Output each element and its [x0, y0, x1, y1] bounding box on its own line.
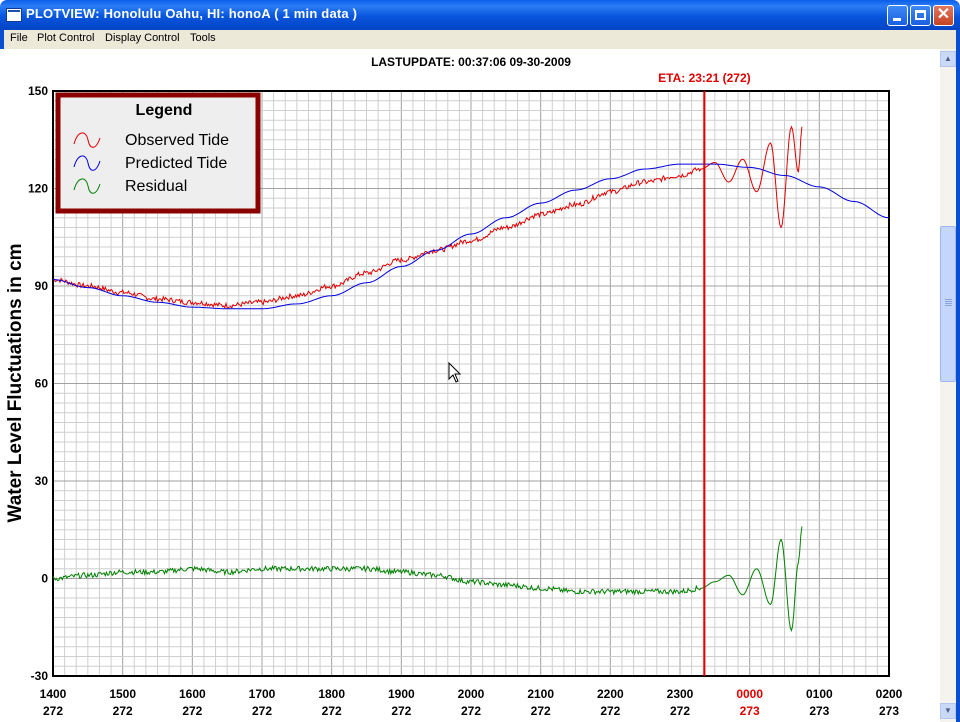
window-frame-right	[956, 49, 960, 722]
legend-observed-tide-swatch	[73, 132, 101, 148]
x-tick-label-day: 272	[322, 704, 342, 718]
predicted-tide-line	[52, 163, 890, 310]
x-tick-label-day: 273	[740, 704, 760, 718]
x-tick-label-time: 1400	[40, 687, 67, 701]
legend-predicted-tide-label: Predicted Tide	[125, 155, 227, 172]
grip-icon	[945, 299, 952, 307]
maximize-button[interactable]	[910, 5, 931, 26]
x-tick-label-day: 272	[391, 704, 411, 718]
y-tick-label: 0	[41, 572, 48, 586]
scroll-up-button[interactable]: ▲	[940, 51, 956, 67]
y-tick-label: 60	[35, 377, 49, 391]
scroll-thumb[interactable]	[940, 226, 956, 382]
vertical-scrollbar[interactable]: ▲ ▼	[940, 49, 956, 722]
minimize-icon	[893, 18, 901, 21]
x-tick-label-time: 1800	[318, 687, 345, 701]
tide-chart: LASTUPDATE: 00:37:06 09-30-2009 -30 0 30 60…	[0, 49, 938, 722]
mouse-cursor-icon	[448, 361, 462, 383]
menu-file[interactable]: File	[10, 32, 28, 44]
x-tick-label-time: 1900	[388, 687, 415, 701]
x-tick-label-time: 1500	[109, 687, 136, 701]
y-tick-label: -30	[31, 669, 49, 683]
x-tick-label-day: 272	[670, 704, 690, 718]
x-tick-label-day: 272	[531, 704, 551, 718]
x-tick-label-time: 2300	[667, 687, 694, 701]
plot-border	[52, 90, 890, 677]
x-tick-label-time: 2100	[527, 687, 554, 701]
title-bar: PLOTVIEW: Honolulu Oahu, HI: honoA ( 1 m…	[0, 0, 960, 30]
residual-line	[52, 526, 803, 633]
menu-tools[interactable]: Tools	[190, 32, 216, 44]
app-icon	[6, 8, 22, 22]
x-tick-label-day: 272	[252, 704, 272, 718]
maximize-icon	[915, 10, 926, 20]
legend-observed-tide-label: Observed Tide	[125, 132, 229, 149]
x-tick-label-day: 272	[461, 704, 481, 718]
minimize-button[interactable]	[887, 5, 908, 26]
y-axis-label: Water Level Fluctuations in cm	[5, 243, 26, 522]
x-tick-label-time: 0000	[736, 687, 763, 701]
x-tick-label-time: 1600	[179, 687, 206, 701]
x-tick-label-time: 2000	[458, 687, 485, 701]
x-tick-label-day: 272	[182, 704, 202, 718]
x-tick-label-day: 272	[113, 704, 133, 718]
x-tick-label-time: 2200	[597, 687, 624, 701]
window-title: PLOTVIEW: Honolulu Oahu, HI: honoA ( 1 m…	[26, 6, 358, 21]
menu-plot-control[interactable]: Plot Control	[37, 32, 95, 44]
scroll-down-button[interactable]: ▼	[940, 703, 956, 719]
x-tick-label-day: 273	[879, 704, 899, 718]
menu-display-control[interactable]: Display Control	[105, 32, 180, 44]
eta-label: ETA: 23:21 (272)	[658, 71, 750, 85]
last-update-label: LASTUPDATE: 00:37:06 09-30-2009	[371, 55, 571, 69]
x-tick-label-time: 0100	[806, 687, 833, 701]
x-tick-label-day: 272	[43, 704, 63, 718]
legend-box	[55, 92, 261, 214]
legend-title: Legend	[136, 102, 193, 119]
close-icon: ✕	[936, 6, 951, 23]
x-tick-label-day: 272	[600, 704, 620, 718]
y-tick-label: 90	[35, 279, 49, 293]
x-tick-label-time: 0200	[876, 687, 903, 701]
legend-residual-swatch	[73, 178, 101, 194]
x-tick-label-day: 273	[809, 704, 829, 718]
legend-predicted-tide-swatch	[73, 155, 101, 171]
y-tick-label: 30	[35, 474, 49, 488]
close-button[interactable]: ✕	[933, 5, 954, 26]
x-tick-label-time: 1700	[249, 687, 276, 701]
menu-bar: File Plot Control Display Control Tools	[0, 30, 960, 49]
y-tick-label: 150	[28, 84, 48, 98]
y-tick-label: 120	[28, 182, 48, 196]
legend-residual-label: Residual	[125, 178, 187, 195]
